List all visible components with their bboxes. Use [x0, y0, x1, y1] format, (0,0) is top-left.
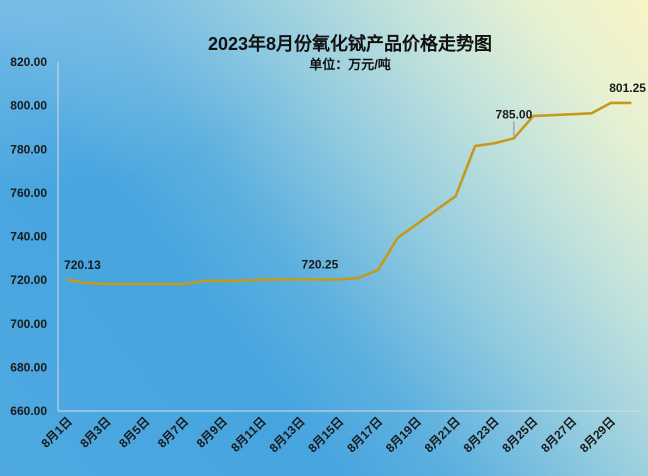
data-label: 801.25: [609, 81, 646, 95]
x-tick-label: 8月17日: [344, 414, 385, 455]
x-tick-label: 8月19日: [383, 414, 424, 455]
y-tick-label: 720.00: [10, 273, 47, 287]
data-point: [492, 141, 497, 146]
data-point: [182, 282, 187, 287]
x-tick-label: 8月9日: [194, 414, 230, 450]
x-tick-label: 8月25日: [499, 414, 540, 455]
data-label: 720.25: [302, 258, 339, 272]
data-point: [395, 236, 400, 241]
chart-subtitle: 单位：万元/吨: [309, 57, 391, 72]
x-tick-label: 8月21日: [422, 414, 463, 455]
x-tick-label: 8月23日: [461, 414, 502, 455]
y-tick-label: 780.00: [10, 142, 47, 156]
data-label: 720.13: [64, 258, 101, 272]
data-point: [453, 194, 458, 199]
y-tick-label: 700.00: [10, 317, 47, 331]
x-tick-label: 8月11日: [228, 414, 269, 455]
data-point: [85, 281, 90, 286]
y-tick-label: 680.00: [10, 360, 47, 374]
data-point: [240, 278, 245, 283]
data-point: [356, 275, 361, 280]
x-tick-label: 8月7日: [155, 414, 191, 450]
x-tick-label: 8月29日: [577, 414, 618, 455]
data-point: [376, 267, 381, 272]
y-tick-label: 660.00: [10, 404, 47, 418]
data-point: [65, 277, 70, 282]
chart-title: 2023年8月份氧化铽产品价格走势图: [207, 34, 493, 54]
data-point: [123, 281, 128, 286]
y-tick-label: 800.00: [10, 99, 47, 113]
data-point: [259, 277, 264, 282]
data-point: [104, 281, 109, 286]
data-point: [589, 111, 594, 116]
data-point: [337, 277, 342, 282]
x-tick-label: 8月1日: [39, 414, 75, 450]
data-point: [317, 277, 322, 282]
data-point: [608, 100, 613, 105]
data-label: 785.00: [496, 107, 533, 121]
data-point: [473, 144, 478, 149]
x-tick-label: 8月13日: [267, 414, 308, 455]
data-point: [220, 278, 225, 283]
data-point: [511, 136, 516, 141]
data-point: [628, 100, 633, 105]
y-tick-label: 760.00: [10, 186, 47, 200]
x-tick-label: 8月5日: [116, 414, 152, 450]
x-tick-label: 8月27日: [538, 414, 579, 455]
x-tick-label: 8月3日: [77, 414, 113, 450]
y-tick-label: 740.00: [10, 230, 47, 244]
y-tick-label: 820.00: [10, 55, 47, 69]
series-line: [66, 101, 632, 286]
data-point: [201, 278, 206, 283]
x-tick-label: 8月15日: [305, 414, 346, 455]
